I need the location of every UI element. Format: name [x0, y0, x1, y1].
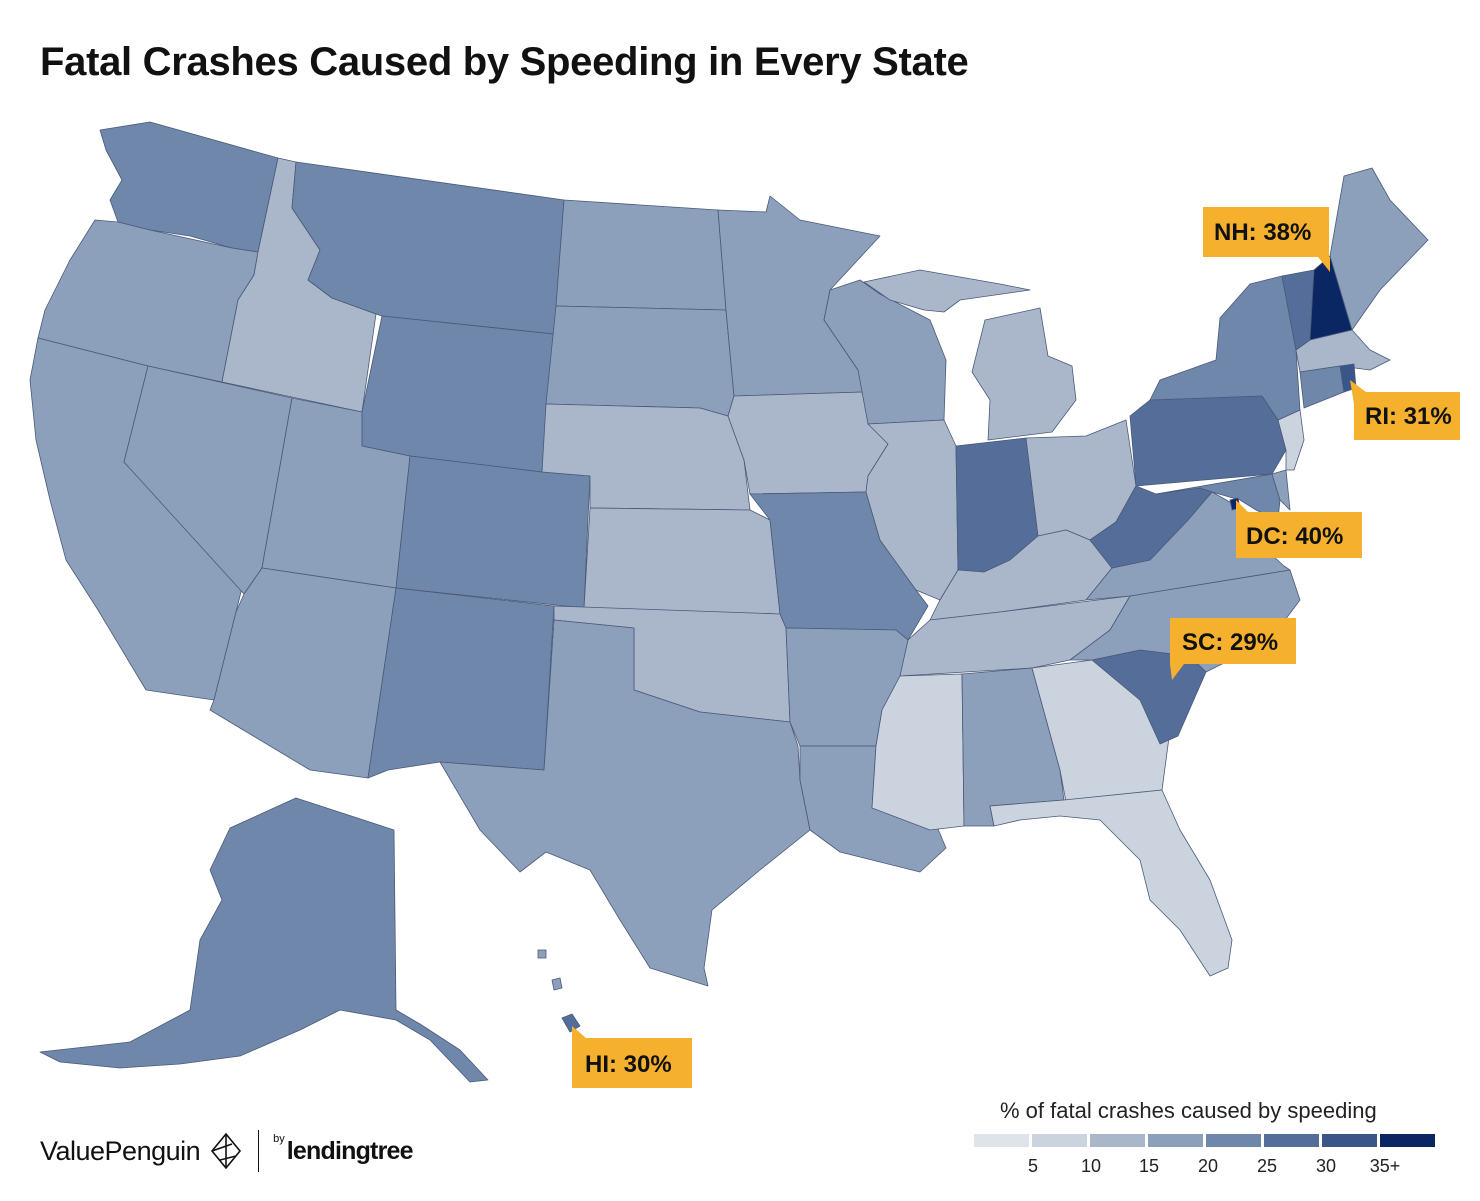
legend-swatch-4: [1148, 1134, 1203, 1147]
state-tx[interactable]: [439, 619, 811, 987]
legend-tick-5: 5: [1027, 1156, 1039, 1176]
state-hi-kauai[interactable]: [537, 949, 547, 959]
brand-divider: [258, 1130, 260, 1172]
legend-title: % of fatal crashes caused by speeding: [1000, 1098, 1377, 1123]
legend-swatch-5: [1206, 1134, 1261, 1147]
brand-footer: ValuePenguin by lendingtree: [40, 1130, 414, 1172]
legend-tick-15: 15: [1138, 1156, 1160, 1176]
callout-dc-label: DC: 40%: [1246, 523, 1343, 550]
legend-swatch-1: [974, 1134, 1029, 1147]
callout-ri: RI: 31%: [1350, 380, 1460, 440]
brand-by-label: by: [273, 1133, 285, 1145]
legend-swatch-2: [1032, 1134, 1087, 1147]
state-pa[interactable]: [1129, 395, 1287, 487]
callout-hi: HI: 30%: [572, 1026, 692, 1088]
valuepenguin-icon: [211, 1132, 242, 1170]
state-ak[interactable]: [39, 797, 489, 1083]
callout-nh: NH: 38%: [1203, 207, 1330, 272]
state-wy[interactable]: [361, 315, 555, 473]
state-ct[interactable]: [1299, 365, 1345, 409]
state-fl[interactable]: [989, 789, 1233, 977]
legend-swatch-7: [1322, 1134, 1377, 1147]
state-ia[interactable]: [727, 391, 889, 495]
state-hi-oahu[interactable]: [551, 977, 563, 991]
state-nm[interactable]: [367, 587, 555, 779]
legend-tick-10: 10: [1080, 1156, 1102, 1176]
state-de[interactable]: [1271, 469, 1291, 511]
legend-ticks: 5 10 15 20 25 30 35+: [974, 1156, 1444, 1180]
legend-tick-35-plus: 35+: [1369, 1156, 1401, 1176]
state-nd[interactable]: [555, 199, 727, 311]
lendingtree-logo: lendingtree: [286, 1136, 414, 1165]
callout-hi-label: HI: 30%: [585, 1051, 672, 1078]
callout-sc-label: SC: 29%: [1182, 629, 1278, 656]
legend-tick-25: 25: [1256, 1156, 1278, 1176]
state-wi[interactable]: [823, 279, 947, 425]
state-hi[interactable]: [561, 1013, 581, 1033]
state-il[interactable]: [865, 419, 959, 601]
state-mi[interactable]: [863, 269, 1077, 441]
callout-sc: SC: 29%: [1170, 618, 1296, 680]
legend-tick-30: 30: [1315, 1156, 1337, 1176]
legend-swatches: [974, 1134, 1435, 1147]
valuepenguin-logo: ValuePenguin: [40, 1135, 201, 1166]
legend-tick-20: 20: [1197, 1156, 1219, 1176]
callout-ri-label: RI: 31%: [1365, 403, 1452, 430]
state-co[interactable]: [395, 455, 591, 609]
callout-nh-label: NH: 38%: [1214, 219, 1311, 246]
legend-swatch-6: [1264, 1134, 1319, 1147]
legend-swatch-3: [1090, 1134, 1145, 1147]
legend-swatch-8: [1380, 1134, 1435, 1147]
state-ks[interactable]: [583, 507, 781, 615]
callout-dc: DC: 40%: [1236, 500, 1362, 558]
map-title: Fatal Crashes Caused by Speeding in Ever…: [40, 40, 969, 84]
state-me[interactable]: [1329, 167, 1429, 331]
state-sd[interactable]: [545, 305, 735, 417]
